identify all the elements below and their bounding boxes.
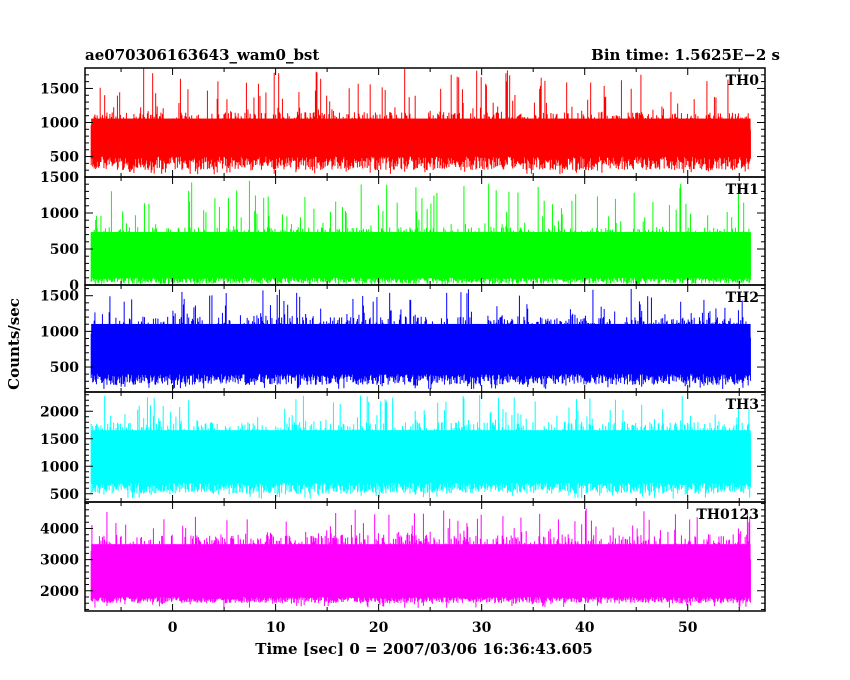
y-tick-label: 1000: [40, 459, 79, 475]
x-tick-label: 0: [168, 620, 178, 636]
series-th0123: [90, 508, 751, 608]
y-tick-label: 4000: [40, 521, 79, 537]
panels: 500 1000 1500 TH0 0 500 1000 1500 TH1 500 1000 1500…: [40, 67, 766, 612]
y-tick-label: 500: [50, 150, 79, 166]
series-th2: [90, 288, 751, 389]
panel-label-th0123: TH0123: [696, 507, 759, 523]
panel-th0: 500 1000 1500 TH0: [40, 67, 766, 178]
y-tick-label: 500: [50, 360, 79, 376]
chart-title: ae070306163643_wam0_bst: [85, 46, 319, 64]
y-tick-label: 1500: [40, 289, 79, 305]
series-th1: [90, 180, 751, 285]
panel-th0123: 2000 3000 4000 TH0123: [40, 501, 766, 612]
y-tick-label: 500: [50, 487, 79, 503]
y-tick-label: 500: [50, 242, 79, 258]
panel-th1: 0 500 1000 1500 TH1: [40, 170, 766, 294]
y-tick-label: 2000: [40, 584, 79, 600]
panel-th2: 500 1000 1500 TH2: [40, 284, 766, 393]
x-tick-label: 40: [575, 620, 595, 636]
y-tick-label: 3000: [40, 553, 79, 569]
panel-label-th2: TH2: [726, 290, 759, 306]
x-axis-label: Time [sec] 0 = 2007/03/06 16:36:43.605: [255, 640, 592, 658]
panel-frame: [84, 501, 766, 612]
x-tick-label: 10: [266, 620, 286, 636]
y-tick-label: 1000: [40, 206, 79, 222]
bin-time-label: Bin time: 1.5625E−2 s: [591, 46, 780, 64]
x-tick-label: 30: [472, 620, 492, 636]
y-tick-label: 2000: [40, 404, 79, 420]
series-th0: [90, 68, 751, 175]
y-tick-label: 1500: [40, 81, 79, 97]
y-tick-label: 1000: [40, 116, 79, 132]
y-tick-label: 1000: [40, 324, 79, 340]
x-tick-label: 50: [678, 620, 698, 636]
series-th3: [90, 395, 751, 499]
x-tick-labels: 0 10 20 30 40 50: [168, 620, 698, 636]
y-axis-label: Counts/sec: [5, 298, 23, 390]
y-tick-label: 0: [69, 278, 79, 294]
x-tick-label: 20: [369, 620, 389, 636]
panel-th3: 500 1000 1500 2000 TH3: [40, 391, 766, 503]
panel-label-th0: TH0: [726, 73, 760, 89]
panel-label-th1: TH1: [726, 182, 759, 198]
panel-label-th3: TH3: [726, 397, 759, 413]
y-tick-label: 1500: [40, 170, 79, 186]
y-tick-label: 1500: [40, 432, 79, 448]
